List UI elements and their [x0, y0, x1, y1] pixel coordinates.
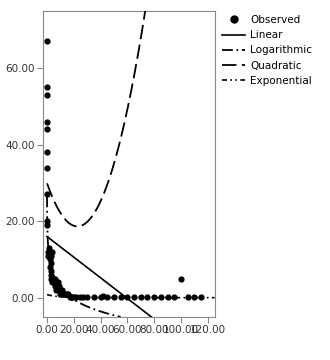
Point [51, 276, 56, 282]
Point [55, 287, 60, 293]
Point [66, 291, 71, 297]
Point [47, 264, 52, 270]
Point [63, 291, 68, 297]
Point [48, 260, 53, 266]
Point [84, 294, 90, 300]
Point [45, 39, 50, 44]
Point [45, 92, 50, 98]
Point [59, 291, 64, 297]
Point [45, 222, 50, 228]
Point [45, 119, 50, 125]
Point [50, 279, 55, 285]
Point [55, 279, 60, 285]
Point [158, 294, 164, 300]
Point [56, 283, 62, 289]
Point [101, 293, 106, 299]
Point [185, 294, 190, 300]
Point [51, 279, 56, 285]
Point [62, 291, 67, 297]
Point [59, 287, 64, 293]
Point [48, 272, 53, 278]
Point [64, 291, 70, 297]
Point [46, 253, 51, 258]
Legend: Observed, Linear, Logarithmic, Quadratic, Exponential: Observed, Linear, Logarithmic, Quadratic… [218, 11, 316, 90]
Point [70, 294, 75, 300]
Point [45, 192, 50, 197]
Point [47, 257, 52, 262]
Point [98, 294, 103, 300]
Point [165, 294, 170, 300]
Point [78, 294, 83, 300]
Point [71, 294, 76, 300]
Point [178, 276, 183, 282]
Point [145, 294, 150, 300]
Point [111, 294, 116, 300]
Point [60, 291, 66, 297]
Point [45, 149, 50, 155]
Point [68, 294, 74, 300]
Point [46, 249, 51, 255]
Point [48, 268, 53, 274]
Point [45, 165, 50, 171]
Point [105, 294, 110, 300]
Point [151, 294, 157, 300]
Point [74, 294, 79, 300]
Point [48, 276, 53, 282]
Point [81, 294, 86, 300]
Point [52, 283, 58, 289]
Point [138, 294, 144, 300]
Point [172, 294, 177, 300]
Point [67, 294, 72, 300]
Point [46, 245, 51, 251]
Point [91, 294, 96, 300]
Point [118, 294, 123, 300]
Point [48, 253, 53, 258]
Point [45, 126, 50, 132]
Point [54, 279, 59, 285]
Point [45, 85, 50, 90]
Point [131, 294, 137, 300]
Point [50, 249, 55, 255]
Point [58, 291, 63, 297]
Point [54, 287, 59, 293]
Point [192, 294, 197, 300]
Point [125, 294, 130, 300]
Point [58, 287, 63, 293]
Point [45, 218, 50, 224]
Point [52, 276, 58, 282]
Point [198, 294, 204, 300]
